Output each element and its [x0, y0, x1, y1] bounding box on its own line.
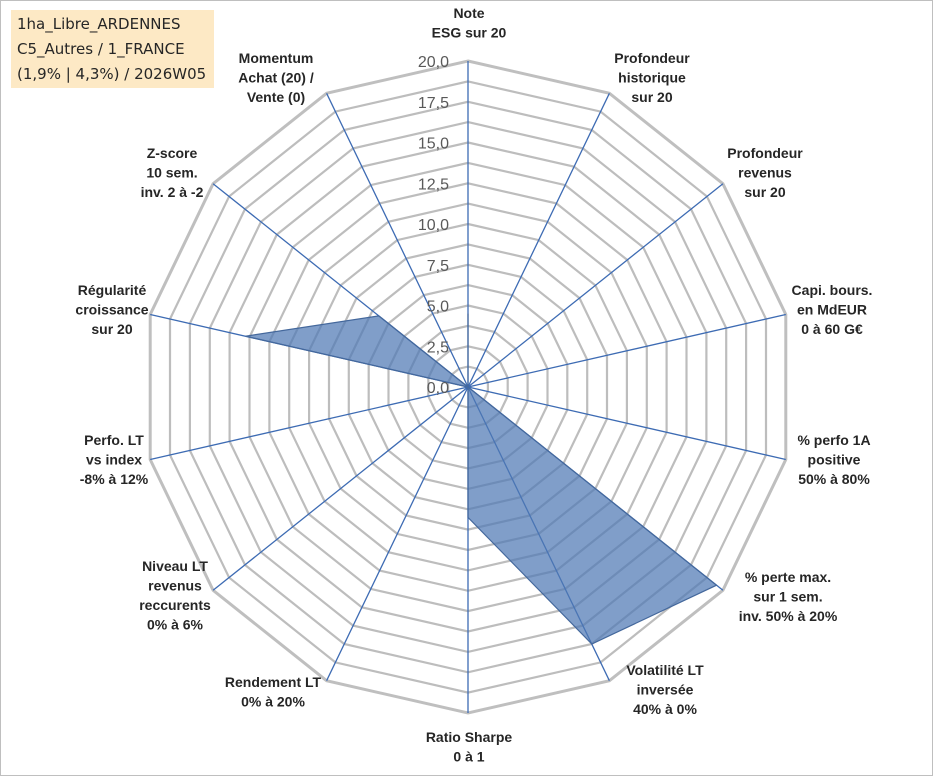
axis-label-8-line-0: Rendement LT	[225, 674, 322, 690]
axis-label-7-line-1: 0 à 1	[453, 749, 484, 765]
axis-label-7: Ratio Sharpe 0 à 1	[426, 729, 513, 765]
tick-label-6: 15,0	[418, 136, 449, 153]
axis-label-10-line-1: vs index	[86, 452, 142, 468]
axis-label-2-line-0: Profondeur	[727, 145, 803, 161]
info-line-1: 1ha_Libre_ARDENNES	[17, 15, 181, 33]
axis-label-11-line-0: Régularité	[78, 282, 147, 298]
axis-label-2-line-1: revenus	[738, 165, 792, 181]
axis-label-10-line-0: Perfo. LT	[84, 432, 144, 448]
info-line-3: (1,9% | 4,3%) / 2026W05	[17, 65, 207, 83]
axis-label-0-line-1: ESG sur 20	[432, 25, 507, 41]
axis-label-9-line-0: Niveau LT	[142, 558, 208, 574]
axis-label-9: Niveau LT revenus reccurents 0% à 6%	[139, 558, 211, 633]
tick-label-5: 12,5	[418, 176, 449, 193]
axis-label-6-line-0: Volatilité LT	[626, 662, 704, 678]
axis-label-9-line-3: 0% à 6%	[147, 617, 204, 633]
axis-label-1-line-2: sur 20	[631, 89, 672, 105]
tick-label-8: 20,0	[418, 54, 449, 71]
axis-label-2: Profondeur revenus sur 20	[727, 145, 803, 200]
axis-label-6-line-1: inversée	[637, 682, 694, 698]
axis-label-3-line-2: 0 à 60 G€	[801, 321, 863, 337]
info-line-2: C5_Autres / 1_FRANCE	[17, 40, 185, 58]
spoke-2	[467, 183, 724, 388]
spoke-8	[326, 386, 469, 681]
spoke-3	[467, 313, 786, 388]
tick-label-4: 10,0	[418, 217, 449, 234]
tick-label-7: 17,5	[418, 95, 449, 112]
series-0-area	[245, 313, 718, 645]
axis-label-6: Volatilité LT inversée 40% à 0%	[626, 662, 704, 717]
axis-label-11: Régularité croissance sur 20	[75, 282, 148, 337]
axis-label-9-line-1: revenus	[148, 578, 202, 594]
tick-label-1: 2,5	[427, 339, 449, 356]
axis-label-12-line-2: inv. 2 à -2	[141, 184, 204, 200]
axis-label-5-line-0: % perte max.	[745, 569, 831, 585]
spoke-10	[150, 386, 469, 461]
axis-label-10-line-2: -8% à 12%	[80, 471, 149, 487]
spoke-13	[326, 93, 469, 388]
axis-label-2-line-2: sur 20	[744, 184, 785, 200]
axis-label-11-line-1: croissance	[75, 302, 148, 318]
tick-labels: 0,0 2,5 5,0 7,5 10,0 12,5 15,0 17,5 20,0	[418, 54, 449, 397]
axis-label-7-line-0: Ratio Sharpe	[426, 729, 513, 745]
info-box: 1ha_Libre_ARDENNES C5_Autres / 1_FRANCE …	[11, 10, 214, 88]
axis-label-3-line-1: en MdEUR	[797, 302, 867, 318]
tick-label-2: 5,0	[427, 299, 449, 316]
axis-label-8-line-1: 0% à 20%	[241, 694, 305, 710]
spoke-4	[467, 386, 786, 461]
series-area	[245, 313, 718, 645]
axis-label-1-line-0: Profondeur	[614, 50, 690, 66]
axis-label-5: % perte max. sur 1 sem. inv. 50% à 20%	[739, 569, 838, 624]
axis-label-4-line-2: 50% à 80%	[798, 471, 870, 487]
axis-label-11-line-2: sur 20	[91, 321, 132, 337]
tick-label-3: 7,5	[427, 258, 449, 275]
axis-label-8: Rendement LT 0% à 20%	[225, 674, 322, 710]
axis-labels: Note ESG sur 20 Profondeur historique sur 20…	[75, 5, 872, 765]
axis-label-4: % perfo 1A positive 50% à 80%	[797, 432, 870, 487]
axis-label-6-line-2: 40% à 0%	[633, 701, 697, 717]
axis-label-1-line-1: historique	[618, 70, 686, 86]
spoke-1	[467, 93, 610, 388]
axis-label-13-line-0: Momentum	[239, 50, 314, 66]
axis-label-0: Note ESG sur 20	[432, 5, 507, 41]
axis-label-4-line-1: positive	[808, 452, 861, 468]
axis-label-10: Perfo. LT vs index -8% à 12%	[80, 432, 149, 487]
axis-label-12-line-0: Z-score	[147, 145, 198, 161]
tick-label-0: 0,0	[427, 380, 449, 397]
axis-label-5-line-2: inv. 50% à 20%	[739, 608, 838, 624]
axis-label-0-line-0: Note	[453, 5, 484, 21]
spoke-9	[212, 386, 469, 591]
axis-label-13-line-2: Vente (0)	[247, 89, 305, 105]
axis-label-12-line-1: 10 sem.	[146, 165, 197, 181]
axis-label-12: Z-score 10 sem. inv. 2 à -2	[141, 145, 204, 200]
axis-label-4-line-0: % perfo 1A	[797, 432, 870, 448]
axis-label-13: Momentum Achat (20) / Vente (0)	[238, 50, 314, 105]
axis-label-3-line-0: Capi. bours.	[792, 282, 873, 298]
axis-label-9-line-2: reccurents	[139, 597, 211, 613]
axis-label-1: Profondeur historique sur 20	[614, 50, 690, 105]
axis-label-13-line-1: Achat (20) /	[238, 70, 314, 86]
axis-label-3: Capi. bours. en MdEUR 0 à 60 G€	[792, 282, 873, 337]
axis-label-5-line-1: sur 1 sem.	[753, 589, 822, 605]
